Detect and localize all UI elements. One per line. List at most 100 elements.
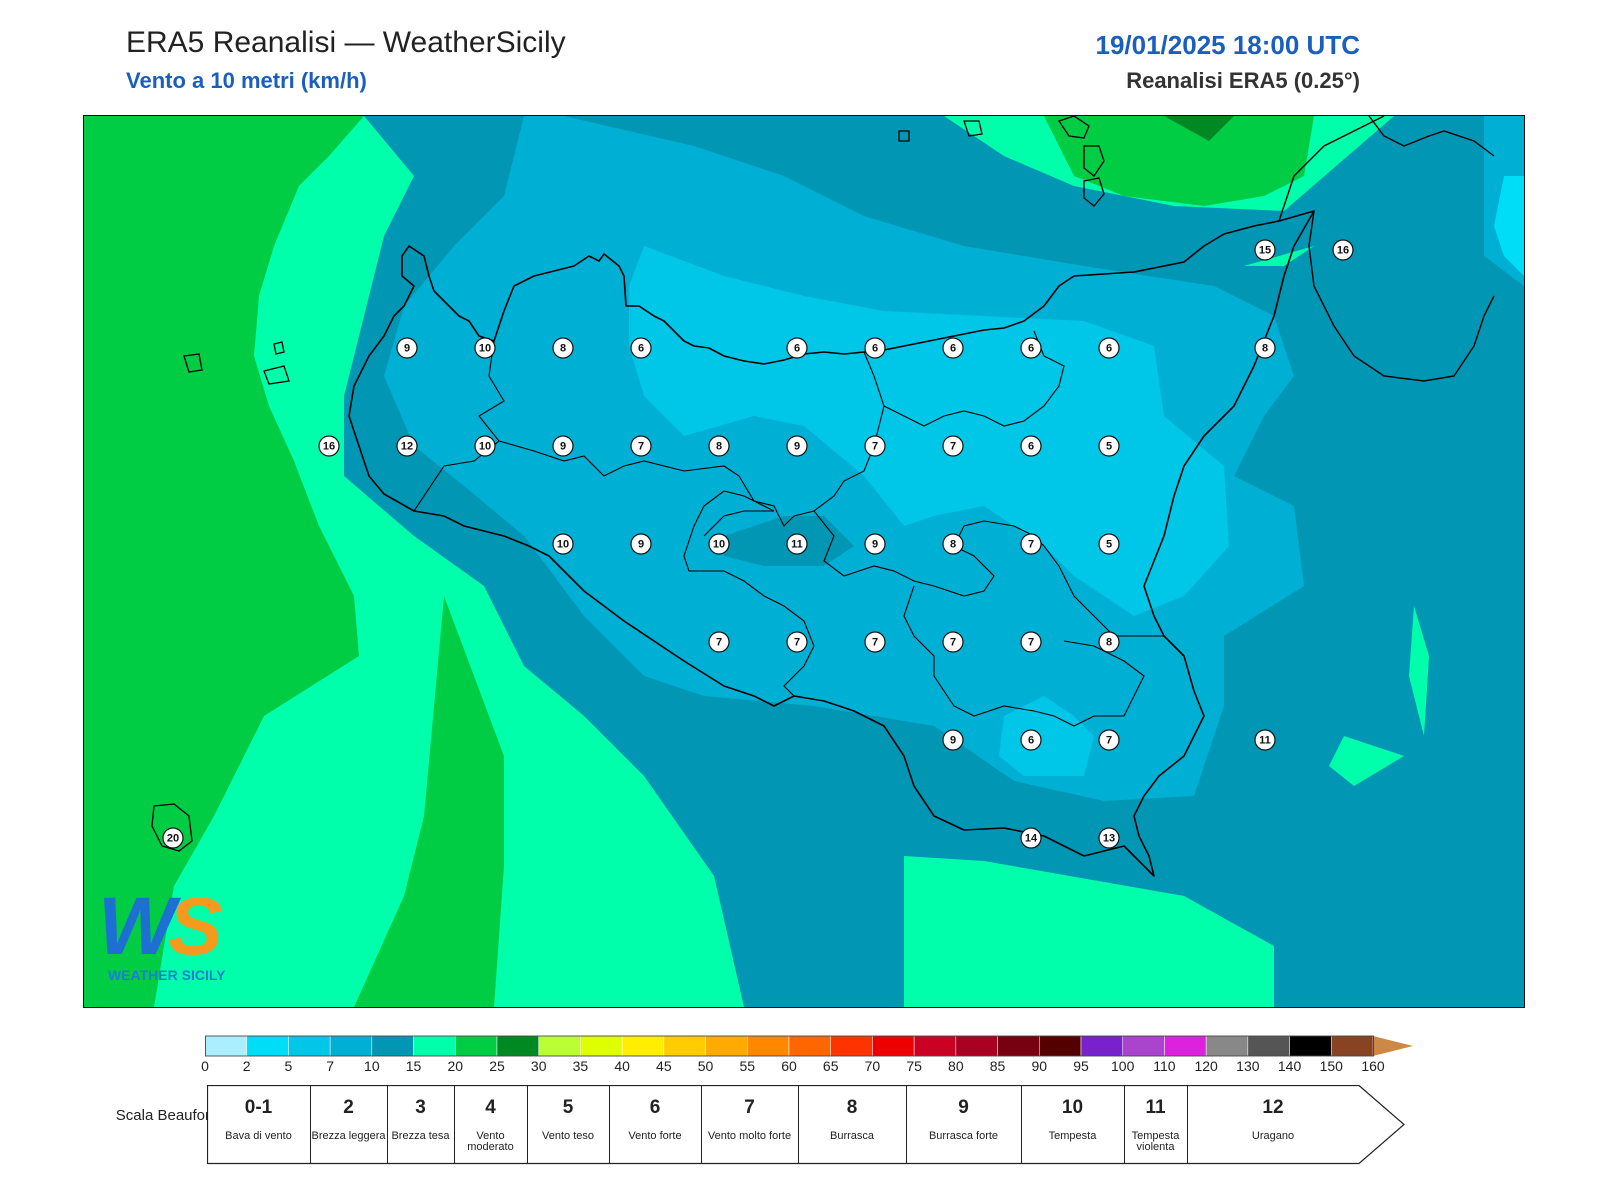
wind-marker [786, 337, 808, 359]
colorbar-swatch [580, 1035, 623, 1057]
wind-value-label: 16 [1337, 245, 1349, 257]
beaufort-description: Bava di vento [225, 1130, 292, 1142]
colorbar-swatch [997, 1035, 1040, 1057]
wind-marker [474, 435, 496, 457]
map-title: ERA5 Reanalisi — WeatherSicily [126, 26, 566, 59]
colorbar-tick-label: 65 [822, 1058, 839, 1074]
colorbar-swatch [830, 1035, 873, 1057]
colorbar-border [205, 1035, 1374, 1057]
wind-marker [942, 729, 964, 751]
wind-marker [942, 337, 964, 359]
wind-marker [474, 337, 496, 359]
colorbar-swatch [872, 1035, 915, 1057]
wind-value-label: 6 [1028, 441, 1034, 453]
wind-value-label: 9 [560, 441, 566, 453]
wind-marker [708, 435, 730, 457]
wind-value-label: 10 [713, 539, 725, 551]
wind-value-label: 11 [1259, 735, 1271, 747]
province-border-caltanissetta [683, 490, 815, 697]
wind-value-label: 10 [479, 343, 491, 355]
colorbar-extend-arrow [1373, 1036, 1413, 1056]
band-25-30-north [1164, 116, 1234, 141]
beaufort-description: Tempesta [1048, 1130, 1097, 1142]
wind-map: 9 10 8 6 6 6 6 6 6 8 16 12 10 9 7 8 9 7 7 6 5 10 9 10 11 9 8 7 5 7 7 7 7… [83, 115, 1525, 1008]
wind-marker [1254, 239, 1276, 261]
wind-marker [1098, 631, 1120, 653]
wind-marker [1020, 827, 1042, 849]
colorbar-swatch [496, 1035, 539, 1057]
band-20-25-southwest [354, 596, 504, 1007]
wind-marker [864, 631, 886, 653]
colorbar-swatch [538, 1035, 581, 1057]
wind-value-label: 7 [1106, 735, 1112, 747]
island-filicudi [898, 130, 910, 142]
beaufort-number: 9 [958, 1097, 969, 1118]
province-border-trapani [413, 340, 505, 512]
band-2-5-northeast [1494, 176, 1524, 276]
beaufort-description: Burrasca forte [928, 1130, 999, 1142]
colorbar-tick-label: 70 [864, 1058, 881, 1074]
beaufort-description: Vento teso [542, 1130, 594, 1142]
wind-marker [1020, 729, 1042, 751]
province-border-catania [1043, 545, 1164, 637]
wind-marker [1098, 435, 1120, 457]
colorbar-swatch [1164, 1035, 1207, 1057]
colorbar-tick-label: 2 [242, 1058, 251, 1074]
wind-value-label: 8 [1106, 637, 1112, 649]
wind-value-label: 14 [1025, 833, 1038, 845]
colorbar-swatch [1122, 1035, 1165, 1057]
colorbar-tick-label: 10 [364, 1058, 380, 1074]
colorbar-tick-label: 7 [326, 1058, 335, 1074]
colorbar-tick-label: 120 [1194, 1058, 1218, 1074]
wind-marker [552, 533, 574, 555]
colorbar-swatch [1080, 1035, 1123, 1057]
wind-value-label: 7 [716, 637, 722, 649]
beaufort-description: Vento moderato [467, 1130, 514, 1153]
wind-marker [1020, 337, 1042, 359]
logo-s: S [168, 881, 223, 972]
wind-value-label: 7 [1028, 637, 1034, 649]
wind-marker [396, 337, 418, 359]
wind-marker [708, 631, 730, 653]
wind-value-label: 7 [950, 441, 956, 453]
colorbar-swatch [788, 1035, 831, 1057]
logo-w: W [98, 881, 182, 972]
colorbar-swatch [1331, 1035, 1374, 1057]
colorbar-swatch [955, 1035, 998, 1057]
wind-marker [396, 435, 418, 457]
colorbar-tick-label: 20 [447, 1058, 464, 1074]
wind-value-label: 6 [1106, 343, 1112, 355]
wind-marker [864, 337, 886, 359]
wind-marker [630, 533, 652, 555]
weathersicily-logo: W S WEATHER SICILY [98, 881, 226, 983]
calabria-coast-south [1308, 210, 1495, 382]
beaufort-cell: 3 Brezza tesa [387, 1085, 455, 1163]
wind-value-label: 7 [638, 441, 644, 453]
wind-value-label: 10 [479, 441, 491, 453]
wind-marker [786, 631, 808, 653]
wind-value-label: 9 [794, 441, 800, 453]
beaufort-cell: 7 Vento molto forte [701, 1085, 799, 1163]
calabria-coast-west [1278, 116, 1385, 222]
colorbar-swatch [329, 1035, 373, 1057]
wind-value-label: 8 [1262, 343, 1268, 355]
wind-marker [1332, 239, 1354, 261]
beaufort-number: 3 [415, 1097, 426, 1118]
beaufort-number: 10 [1061, 1097, 1084, 1118]
wind-value-label: 11 [791, 539, 803, 551]
colorbar-swatch [663, 1035, 706, 1057]
wind-value-label: 8 [560, 343, 566, 355]
beaufort-number: 2 [343, 1097, 354, 1118]
island-vulcano [1083, 177, 1105, 207]
colorbar-swatch [621, 1035, 665, 1057]
wind-value-label: 8 [716, 441, 722, 453]
beaufort-description: Tempesta violenta [1131, 1130, 1180, 1153]
wind-value-label: 9 [404, 343, 410, 355]
province-border-messina [883, 330, 1065, 427]
colorbar-tick-label: 160 [1361, 1058, 1385, 1074]
wind-map-canvas: 9 10 8 6 6 6 6 6 6 8 16 12 10 9 7 8 9 7 7 6 5 10 9 10 11 9 8 7 5 7 7 7 7… [84, 116, 1524, 1007]
province-border-enna [813, 510, 1045, 597]
beaufort-number: 0-1 [244, 1097, 273, 1118]
band-15-20-patch-3 [1244, 246, 1314, 266]
beaufort-cell: 6 Vento forte [609, 1085, 702, 1163]
